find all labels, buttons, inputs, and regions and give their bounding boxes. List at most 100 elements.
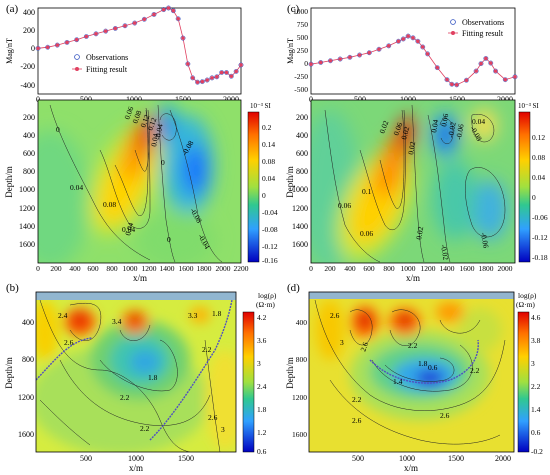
fitting-point bbox=[186, 62, 190, 66]
x-tick-label: 1200 bbox=[142, 264, 157, 273]
fitting-point bbox=[224, 70, 229, 75]
x-tick-label: 400 bbox=[344, 264, 356, 273]
contour-label: 0.08 bbox=[130, 109, 143, 125]
fitting-point bbox=[219, 70, 224, 75]
x-tick-label: 200 bbox=[50, 264, 62, 273]
contour-label: 3.3 bbox=[188, 311, 198, 320]
contour-label: 2.2 bbox=[140, 424, 150, 433]
fitting-point bbox=[416, 39, 420, 44]
x-tick-label: 800 bbox=[106, 264, 118, 273]
contour-label: 3 bbox=[340, 338, 344, 347]
observation-point bbox=[74, 37, 80, 43]
x-tick-label: 500 bbox=[354, 95, 366, 104]
colorbar-tick: 0.04 bbox=[262, 174, 275, 183]
fitting-point bbox=[200, 79, 205, 84]
observation-point bbox=[209, 75, 215, 81]
fitting-point bbox=[479, 61, 483, 66]
y-tick-label: 800 bbox=[22, 355, 34, 364]
observation-point bbox=[420, 44, 426, 50]
contour-label: 0.04 bbox=[429, 119, 440, 134]
contour-lines bbox=[324, 104, 506, 263]
contour-label: 0 bbox=[167, 235, 171, 244]
y-tick-label: 600 bbox=[23, 149, 35, 158]
fitting-point bbox=[484, 56, 488, 61]
fitting-point bbox=[328, 58, 333, 63]
colorbar-tick: 0.6 bbox=[257, 447, 267, 456]
contour-label: 0.04 bbox=[123, 221, 135, 236]
y-tick-label: 200 bbox=[296, 113, 308, 122]
colorbar-tick: 1.8 bbox=[257, 405, 267, 414]
fitting-point bbox=[215, 75, 219, 79]
x-tick-label: 1000 bbox=[128, 454, 144, 463]
contour-label: 0.12 bbox=[138, 113, 151, 129]
colorbar-tick: -0.06 bbox=[532, 213, 548, 222]
y-tick-label: -500 bbox=[294, 85, 308, 94]
y-tick-label: 1400 bbox=[292, 222, 308, 231]
colorbar-tick: 3 bbox=[257, 359, 261, 368]
contour-label: 0.04 bbox=[70, 183, 83, 192]
x-tick-label: 1000 bbox=[399, 454, 415, 463]
x-tick-label: 1500 bbox=[178, 454, 194, 463]
fitting-point bbox=[210, 76, 214, 80]
observation-point bbox=[502, 77, 508, 83]
x-tick-label: 1600 bbox=[460, 264, 475, 273]
observation-point bbox=[170, 8, 176, 14]
observation-point bbox=[199, 79, 205, 85]
x-axis-label: x/m bbox=[129, 463, 143, 473]
colorbar-tick: 0.14 bbox=[262, 140, 275, 149]
observation-point bbox=[478, 61, 484, 67]
observation-point bbox=[195, 79, 200, 85]
x-tick-label: 1000 bbox=[126, 95, 142, 104]
contour-label: 2.6 bbox=[330, 311, 340, 320]
observation-point bbox=[166, 5, 171, 11]
colorbar-unit: (Ω·m) bbox=[516, 300, 535, 309]
observation-point bbox=[112, 25, 118, 31]
contour-label: 0.06 bbox=[338, 201, 351, 210]
observation-point bbox=[83, 34, 89, 39]
contour-lines bbox=[39, 299, 221, 452]
observation-point bbox=[488, 60, 494, 66]
panel-a-susceptibility: 0 0.04 0.08 0.04 0.06 0.08 0.12 0.12 0.0… bbox=[4, 99, 278, 283]
observation-point bbox=[337, 56, 343, 62]
observation-point bbox=[318, 60, 324, 65]
fitting-point bbox=[401, 37, 406, 41]
contour-label: 0.04 bbox=[472, 117, 485, 126]
contour-label: 0.02 bbox=[414, 226, 425, 241]
colorbar bbox=[242, 311, 255, 453]
x-tick-label: 0 bbox=[36, 95, 40, 104]
fitting-point bbox=[161, 7, 166, 12]
colorbar-tick: 2.2 bbox=[531, 382, 541, 391]
fitting-point bbox=[171, 8, 176, 13]
y-axis-label: Mag/nT bbox=[286, 38, 295, 64]
y-tick-label: 1000 bbox=[293, 7, 308, 16]
colorbar-tick: 2.4 bbox=[257, 382, 267, 391]
fitting-point bbox=[357, 53, 362, 57]
fitting-point bbox=[74, 37, 79, 42]
observation-point bbox=[161, 7, 167, 13]
observation-point bbox=[132, 20, 138, 26]
observation-point bbox=[434, 65, 440, 71]
observation-point bbox=[357, 52, 363, 58]
plot-frame bbox=[310, 7, 516, 95]
contour-label: 1.8 bbox=[418, 359, 428, 368]
colorbar-tick: -0.08 bbox=[262, 225, 278, 234]
panel-a-label: (a) bbox=[6, 3, 19, 15]
colorbar-unit: (Ω·m) bbox=[256, 300, 275, 309]
x-tick-label: 400 bbox=[69, 264, 81, 273]
colorbar-tick: 3 bbox=[531, 359, 535, 368]
fitting-point bbox=[234, 69, 238, 74]
colorbar-tick: -0.16 bbox=[262, 256, 278, 265]
fitting-point bbox=[377, 47, 381, 52]
colorbar bbox=[518, 111, 531, 263]
contour-label: 0.6 bbox=[428, 363, 438, 372]
fitting-point bbox=[84, 34, 89, 39]
fitting-point bbox=[503, 77, 508, 82]
observation-point bbox=[238, 62, 244, 68]
y-tick-label: 750 bbox=[297, 20, 309, 29]
colorbar-tick: -0.18 bbox=[532, 253, 548, 262]
contour-labels: 2.4 3.4 3.3 1.8 2.6 2.2 1.8 2.2 2.2 2.6 … bbox=[58, 309, 225, 434]
fitting-point bbox=[309, 62, 313, 66]
observation-point bbox=[185, 61, 191, 67]
fitting-marker bbox=[451, 31, 455, 35]
plot-frame bbox=[310, 99, 516, 264]
